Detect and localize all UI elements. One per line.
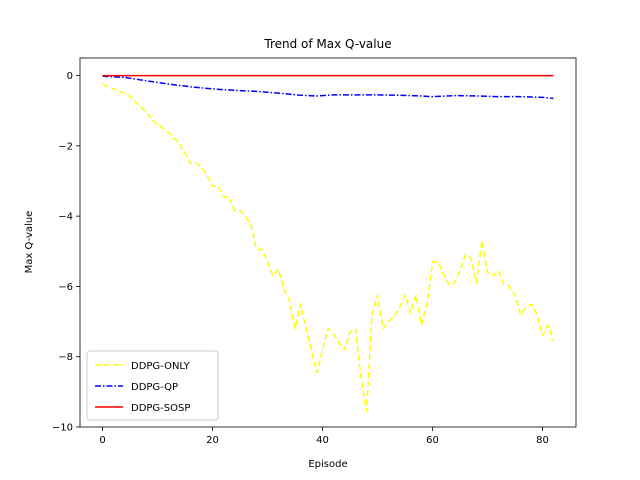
y-tick-label: 0 xyxy=(67,71,73,82)
chart-title: Trend of Max Q-value xyxy=(263,37,391,51)
y-tick-label: −2 xyxy=(58,141,73,152)
x-tick-label: 20 xyxy=(206,435,219,446)
legend-box xyxy=(86,350,219,421)
series-line-ddpg-qp xyxy=(102,75,554,100)
legend-label: DDPG-SOSP xyxy=(131,403,190,414)
x-axis-label: Episode xyxy=(308,459,347,470)
plot-lines xyxy=(102,74,555,412)
x-tick-label: 40 xyxy=(316,435,329,446)
y-tick-label: −8 xyxy=(58,352,73,363)
legend-label: DDPG-ONLY xyxy=(131,361,191,372)
x-axis: 0 20 40 60 80 xyxy=(99,427,549,446)
x-tick-label: 80 xyxy=(536,435,549,446)
y-axis: 0 −2 −4 −6 −8 −10 xyxy=(52,71,80,434)
x-tick-label: 0 xyxy=(99,435,105,446)
x-tick-label: 60 xyxy=(426,435,439,446)
legend: DDPG-ONLY DDPG-QP DDPG-SOSP xyxy=(86,350,219,421)
y-tick-label: −10 xyxy=(52,423,73,434)
y-axis-label: Max Q-value xyxy=(24,211,35,274)
y-tick-label: −4 xyxy=(58,212,73,223)
series-line-ddpg-only xyxy=(102,83,555,412)
plot-frame xyxy=(79,57,577,428)
y-tick-label: −6 xyxy=(58,282,73,293)
legend-label: DDPG-QP xyxy=(131,382,178,393)
